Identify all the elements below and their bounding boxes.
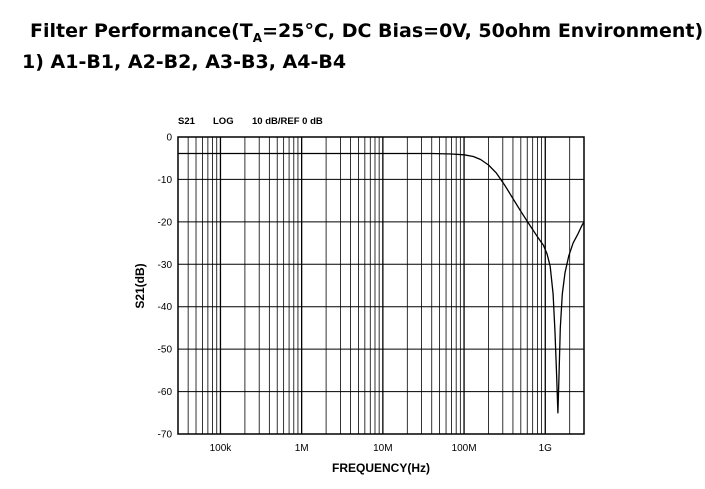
chart-header-scale: 10 dB/REF 0 dB: [252, 116, 323, 127]
y-tick-label: -30: [158, 260, 173, 271]
x-axis-label: FREQUENCY(Hz): [332, 461, 430, 475]
chart-grid: [178, 136, 584, 435]
x-tick-label: 100M: [452, 443, 477, 454]
plot-frame: [177, 136, 585, 435]
y-tick-label: -70: [158, 430, 173, 441]
title-suffix: =25°C, DC Bias=0V, 50ohm Environment): [262, 20, 704, 42]
x-tick-label: 1G: [539, 443, 553, 454]
y-tick-label: -40: [158, 302, 173, 313]
chart-curve: [178, 152, 585, 414]
title-subscript: A: [252, 30, 263, 45]
s21-series-line: [178, 152, 585, 414]
page-subtitle: 1) A1-B1, A2-B2, A3-B3, A4-B4: [22, 51, 347, 73]
x-tick-labels: 100k 1M 10M 100M 1G: [210, 443, 553, 454]
x-tick-label: 1M: [295, 443, 309, 454]
x-tick-label: 10M: [373, 443, 392, 454]
y-axis-label: S21(dB): [133, 263, 147, 308]
title-prefix: Filter Performance(T: [30, 20, 253, 42]
y-tick-label: -10: [158, 175, 173, 186]
y-tick-labels: 0 -10 -20 -30 -40 -50 -60 -70: [158, 133, 173, 441]
y-tick-label: -50: [158, 345, 173, 356]
page-title: Filter Performance(TA=25°C, DC Bias=0V, …: [30, 20, 703, 45]
chart-header-format: LOG: [213, 116, 234, 127]
y-tick-label: -60: [158, 387, 173, 398]
y-tick-label: 0: [166, 133, 172, 144]
y-tick-label: -20: [158, 217, 173, 228]
chart-header-param: S21: [178, 116, 196, 127]
x-tick-label: 100k: [210, 443, 233, 454]
